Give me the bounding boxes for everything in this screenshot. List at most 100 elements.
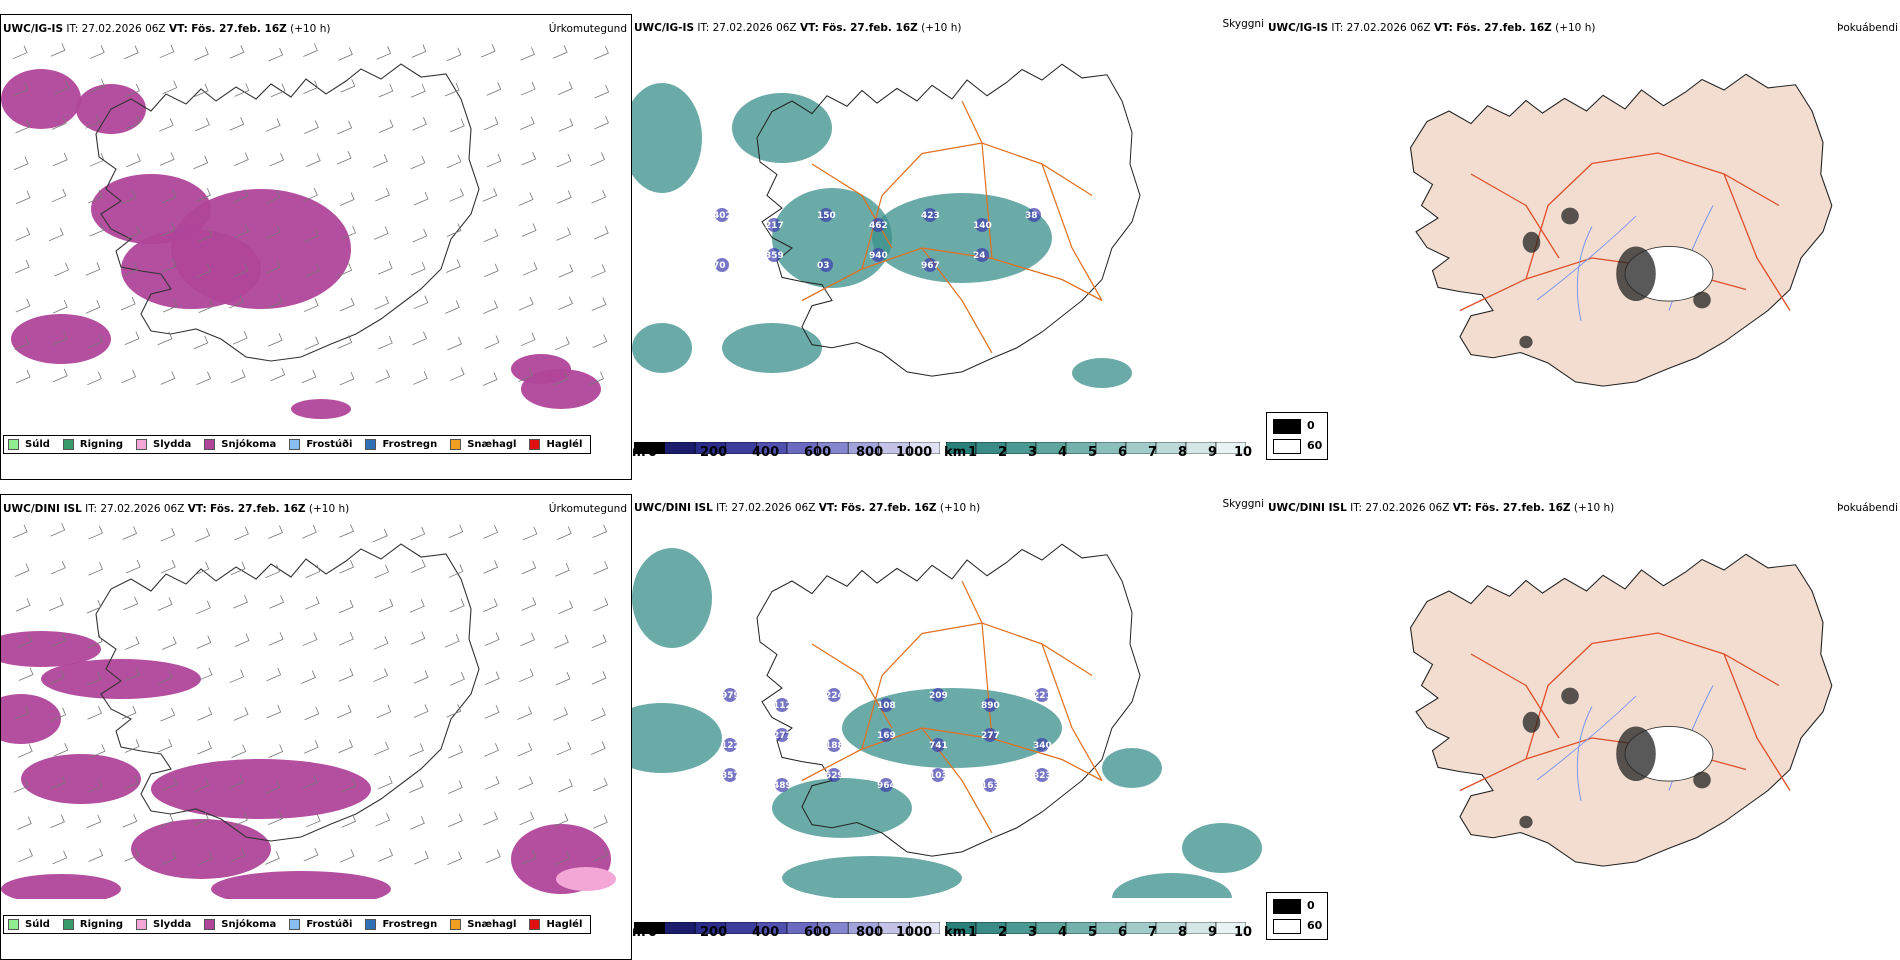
wind-barb <box>160 559 176 574</box>
wind-barb <box>303 847 319 862</box>
wind-barb <box>378 848 394 862</box>
wind-barb <box>483 811 498 826</box>
it-label: IT: <box>66 23 79 35</box>
fog-legend-label: 60 <box>1307 439 1323 452</box>
low-visibility-area <box>632 703 722 773</box>
visibility-tick: 9 <box>1208 445 1218 460</box>
wind-barb <box>12 524 28 539</box>
wind-barb <box>591 707 606 722</box>
ceiling-value-label: 140 <box>973 221 992 231</box>
wind-barb <box>483 263 499 278</box>
ceiling-patch <box>983 698 997 712</box>
snow-area <box>41 659 201 699</box>
legend-swatch <box>529 919 541 930</box>
wind-barb <box>410 84 426 98</box>
ceiling-value-label: 964 <box>877 781 896 791</box>
wind-barb <box>410 261 426 276</box>
visibility-panel-row1: UWC/DINI ISL IT: 27.02.2026 06Z VT: Fös.… <box>632 494 1264 960</box>
ceiling-value-label: 967 <box>921 261 940 271</box>
precip-type-map <box>1 522 616 899</box>
wind-barb <box>268 47 284 62</box>
snow-area <box>1 69 81 129</box>
wind-barb <box>375 369 391 384</box>
visibility-unit: km <box>944 445 967 460</box>
wind-barb <box>410 526 426 541</box>
wind-barb <box>410 816 425 830</box>
wind-barb <box>304 740 319 754</box>
low-visibility-area <box>1072 358 1132 388</box>
wind-barb <box>483 228 499 243</box>
visibility-tick: 2 <box>998 925 1008 940</box>
ceiling-value-label: 03 <box>817 261 830 271</box>
wind-barb <box>414 850 429 865</box>
wind-barb <box>378 83 394 98</box>
ceiling-colorbar-labels: m 0 200 400 600 800 1000 <box>632 925 932 940</box>
low-visibility-area <box>632 548 712 648</box>
ceiling-value-label: 277 <box>773 731 792 741</box>
it-value: 27.02.2026 06Z <box>712 22 797 34</box>
wind-barb <box>377 261 393 275</box>
wind-barb <box>52 152 68 167</box>
ceiling-patch <box>879 778 893 792</box>
wind-barb <box>229 117 245 131</box>
legend-label: Snjókoma <box>221 439 277 450</box>
ceiling-tick: 600 <box>804 925 832 940</box>
wind-barb <box>518 192 534 206</box>
vt-value: Fös. 27.feb. 16Z <box>191 23 287 35</box>
legend-swatch <box>289 919 301 930</box>
fog-indicator-area <box>1561 687 1579 705</box>
wind-barb <box>412 117 427 131</box>
wind-barb <box>338 668 354 682</box>
fog-map <box>1409 73 1833 387</box>
wind-barb <box>193 335 209 350</box>
ceiling-patch <box>723 768 737 782</box>
panel-title: Þokuábendi <box>1837 502 1898 514</box>
wind-barb <box>125 559 141 574</box>
visibility-colorbar <box>945 919 1247 938</box>
ceiling-patch <box>723 688 737 702</box>
visibility-panel-row0: UWC/IG-IS IT: 27.02.2026 06Z VT: Fös. 27… <box>632 14 1264 480</box>
wind-barb <box>51 560 66 575</box>
panel-header: UWC/IG-IS IT: 27.02.2026 06Z VT: Fös. 27… <box>3 23 330 35</box>
model-label: UWC/DINI ISL <box>1268 502 1347 514</box>
wind-barb <box>484 705 500 719</box>
panel-header: UWC/IG-IS IT: 27.02.2026 06Z VT: Fös. 27… <box>1268 22 1595 34</box>
ceiling-value-label: 323 <box>1033 771 1052 781</box>
wind-barb <box>337 263 353 277</box>
wind-barb <box>555 336 570 351</box>
wind-barb <box>591 264 606 278</box>
wind-barb <box>302 775 318 789</box>
ceiling-tick: 600 <box>804 445 832 460</box>
wind-barb <box>15 119 31 134</box>
wind-barb <box>558 296 573 311</box>
wind-barb <box>554 563 570 577</box>
wind-barb <box>301 369 317 384</box>
legend-swatch <box>365 439 377 450</box>
wind-barb <box>341 814 357 828</box>
visibility-tick: 4 <box>1058 445 1068 460</box>
visibility-tick: 8 <box>1178 925 1188 940</box>
wind-barb <box>124 848 140 862</box>
wind-barb <box>519 811 535 826</box>
wind-barb <box>15 598 31 612</box>
ceiling-tick: 400 <box>752 925 780 940</box>
wind-barb <box>591 189 607 204</box>
snow-area <box>1 631 101 667</box>
wind-barb <box>121 705 137 720</box>
wind-barb <box>90 744 106 758</box>
wind-barb <box>162 80 178 95</box>
ceiling-value-label: 224 <box>825 691 844 701</box>
wind-barb <box>87 706 102 720</box>
legend-swatch <box>62 439 74 450</box>
legend-item-snjokoma: Snjókoma <box>204 439 276 450</box>
wind-barb <box>447 851 463 865</box>
ceiling-patch <box>827 688 841 702</box>
wind-barb <box>520 81 536 96</box>
wind-barb <box>15 369 31 384</box>
wind-barb <box>558 778 573 793</box>
wind-barb <box>158 670 173 685</box>
wind-barb <box>52 331 68 346</box>
visibility-tick: 6 <box>1118 925 1128 940</box>
wind-barb <box>126 153 141 168</box>
wind-barb <box>89 153 105 167</box>
